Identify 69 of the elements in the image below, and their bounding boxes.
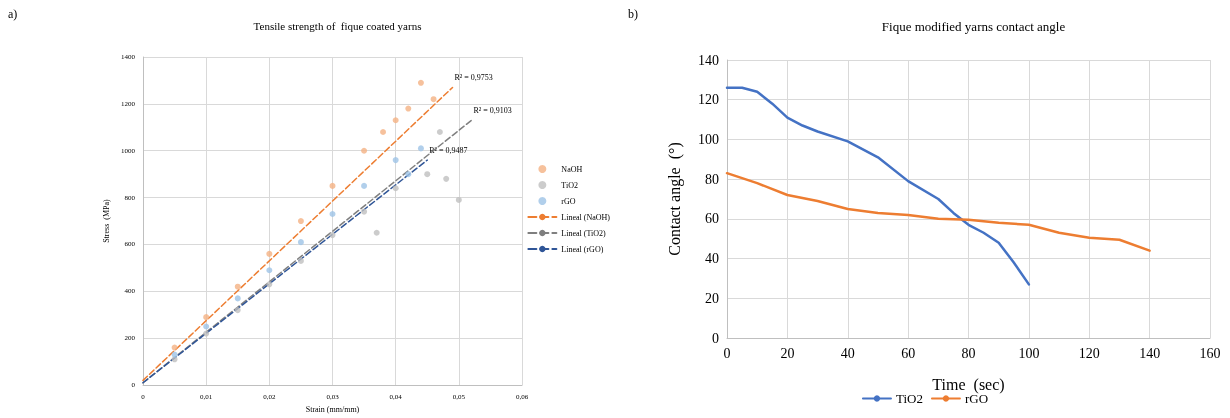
point [361,147,368,154]
point [171,344,178,351]
point [234,307,241,314]
point [443,175,450,182]
point [361,182,368,189]
point [203,314,210,321]
text: a) [8,7,18,21]
point [392,157,399,164]
point [361,208,368,215]
chart-title: Tensile strength of fique coated yarns [253,19,422,32]
legend-label: TiO2 [895,391,923,406]
legend-label: TiO2 [561,180,578,190]
line-series [725,86,1031,286]
point [329,182,336,189]
point [171,351,178,358]
point [392,185,399,192]
x-tick-label: 20 [780,345,795,361]
x-axis-title: Strain (mm/mm) [305,404,360,414]
point [455,196,462,203]
legend-label: Lineal (NaOH) [561,212,611,222]
point [405,171,412,178]
point [297,218,304,225]
y-tick-label: 60 [705,211,719,227]
x-tick-label: 40 [840,345,855,361]
point [417,145,424,152]
point [329,211,336,218]
x-tick-label: 0 [723,345,731,361]
point [203,323,210,330]
y-tick-label: 0 [712,330,719,346]
point [203,330,210,337]
y-tick-label: 140 [698,52,719,68]
annotation: R² = 0,9103 [473,105,512,115]
x-tick-label: 140 [1139,345,1161,361]
line-series [725,171,1151,252]
y-tick-label: 120 [698,92,719,108]
x-tick-label: 120 [1078,345,1100,361]
chart-title: Fique modified yarns contact angle [881,19,1066,34]
point [266,281,273,288]
annotation: R² = 0,9753 [454,72,493,82]
y-axis-title: Contact angle (°) [665,142,684,256]
y-tick-label: 20 [705,290,719,306]
point [373,229,380,236]
point [417,79,424,86]
point [424,171,431,178]
y-tick-label: 80 [705,171,719,187]
x-axis-title: Time (sec) [932,375,1005,394]
point [297,239,304,246]
point [297,257,304,264]
point [392,117,399,124]
point [430,96,437,103]
y-tick-label: 100 [698,131,719,147]
legend-label: Lineal (TiO2) [561,228,607,238]
point [436,129,443,135]
legend-label: NaOH [561,164,583,174]
x-tick-label: 60 [901,345,916,361]
x-tick-label: 160 [1199,345,1221,361]
x-tick-label: 100 [1018,345,1040,361]
point [329,232,336,239]
x-tick-label: 80 [961,345,976,361]
y-tick-label: 40 [705,251,719,267]
point [380,129,387,135]
legend-label: Lineal (rGO) [561,244,604,254]
legend-label: rGO [561,196,576,206]
y-axis-title: Stress (MPa) [101,198,111,243]
point [234,283,241,290]
point [234,295,241,302]
point [266,250,273,257]
text: b) [628,7,638,21]
point [266,267,273,274]
